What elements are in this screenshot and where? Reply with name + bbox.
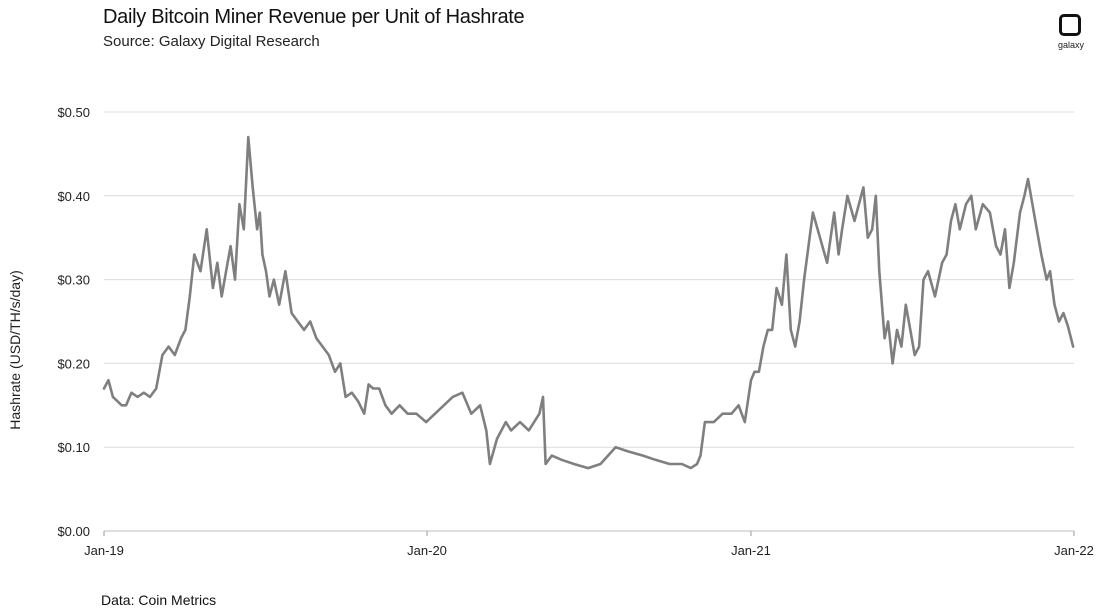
series-line (102, 135, 1075, 470)
y-axis-label: Hashrate (USD/TH/s/day) (7, 270, 23, 429)
gridlines (104, 111, 1074, 532)
x-tick-label: Jan-19 (84, 543, 124, 558)
logo-text: galaxy (1058, 40, 1085, 50)
x-tick-label: Jan-20 (407, 543, 447, 558)
galaxy-logo: galaxy (1058, 14, 1088, 60)
y-tick-label: $0.40 (57, 189, 90, 204)
x-tick-label: Jan-21 (731, 543, 771, 558)
y-tick-label: $0.20 (57, 356, 90, 371)
y-tick-label: $0.00 (57, 524, 90, 539)
logo-square-icon (1059, 14, 1081, 36)
y-axis-ticks: $0.00 $0.10 $0.20 $0.30 $0.40 $0.50 (57, 105, 90, 539)
y-tick-label: $0.30 (57, 273, 90, 288)
chart-subtitle: Source: Galaxy Digital Research (103, 33, 320, 50)
data-source-note: Data: Coin Metrics (101, 592, 217, 608)
x-tick-label: Jan-22 (1054, 543, 1094, 558)
series-group (102, 135, 1075, 470)
y-tick-label: $0.10 (57, 440, 90, 455)
y-tick-label: $0.50 (57, 105, 90, 120)
chart-title: Daily Bitcoin Miner Revenue per Unit of … (103, 6, 525, 28)
x-axis: Jan-19 Jan-20 Jan-21 Jan-22 (84, 531, 1094, 558)
